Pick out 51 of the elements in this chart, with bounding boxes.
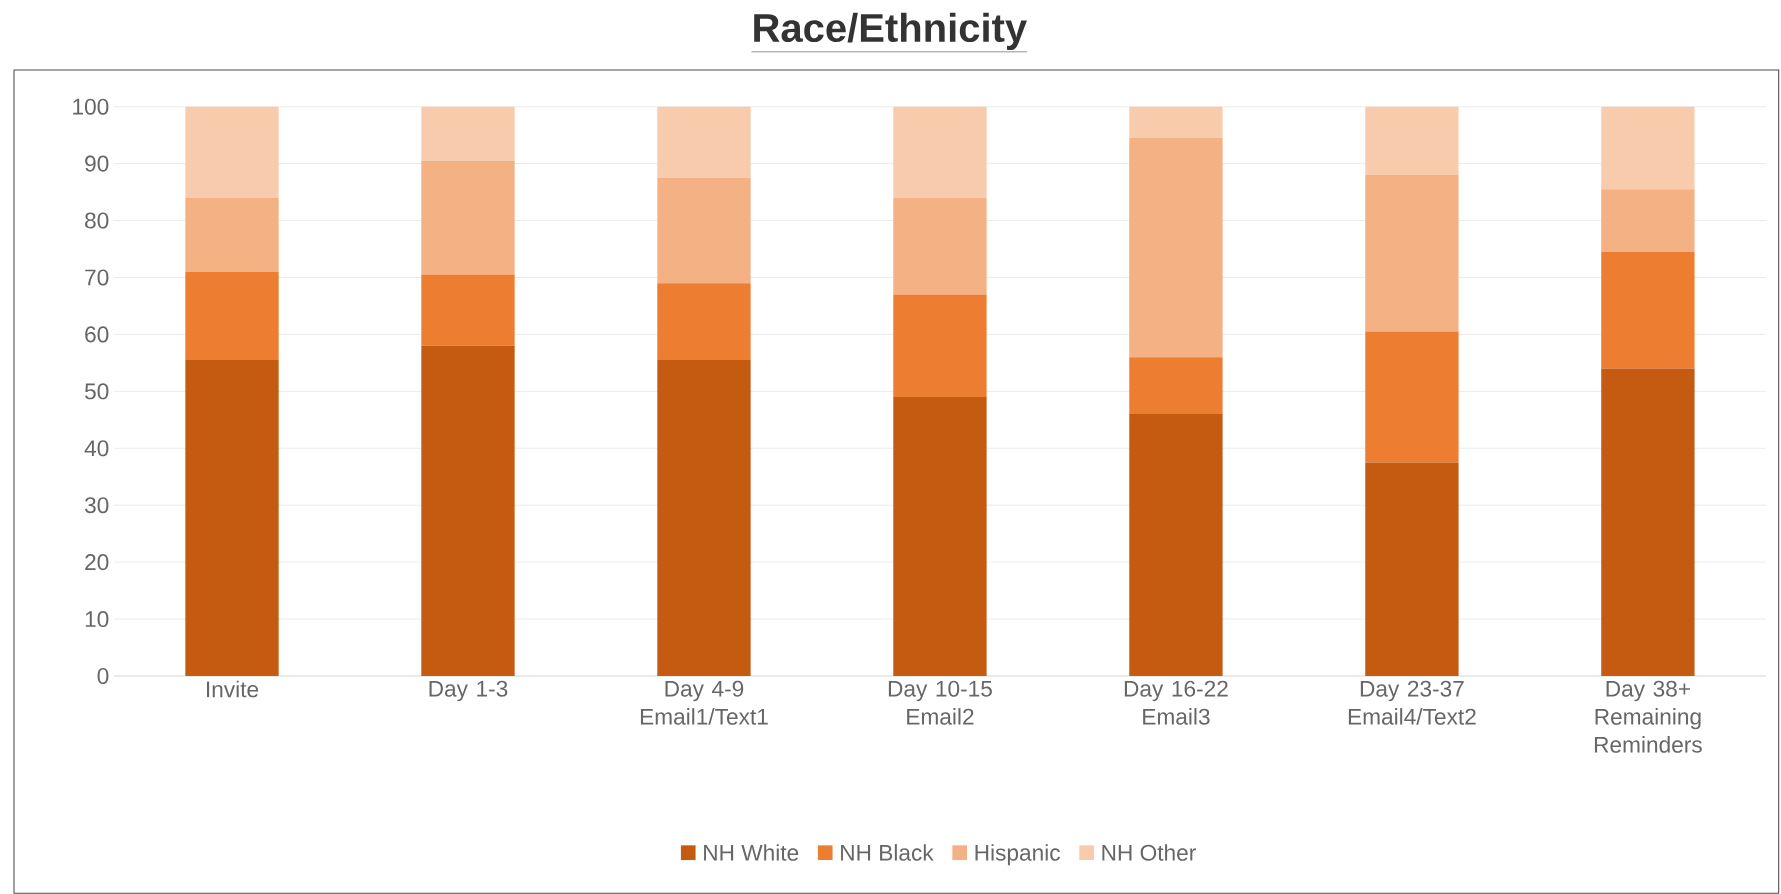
bar	[657, 177, 751, 284]
x-tick-label: Day 1-3	[429, 680, 508, 702]
bar	[893, 294, 987, 398]
x-tick-label: Day 10-15 Email2	[888, 680, 992, 725]
bar	[185, 360, 279, 676]
y-tick-label: 70	[85, 269, 109, 286]
bar	[1129, 357, 1223, 415]
legend-label: NH White	[704, 844, 799, 861]
legend-label: NH Other	[1102, 844, 1196, 861]
y-tick-label: 30	[84, 497, 109, 514]
bar	[893, 106, 987, 198]
y-tick-label: 0	[97, 667, 109, 685]
bar	[893, 197, 987, 295]
y-tick-label: 50	[84, 383, 109, 400]
bar	[657, 360, 751, 676]
y-tick-label: 100	[73, 98, 109, 115]
bar	[421, 106, 515, 161]
bar	[185, 106, 279, 198]
bar	[893, 397, 987, 676]
bar	[421, 274, 515, 346]
y-tick-label: 20	[85, 554, 109, 571]
x-tick-label: Day 4-9 Email1/Text1	[640, 680, 768, 725]
bar	[1129, 106, 1223, 138]
y-tick-label: 10	[85, 611, 109, 628]
bar	[1601, 251, 1695, 369]
bar	[1601, 368, 1695, 676]
y-tick-label: 40	[84, 440, 109, 457]
x-tick-label: Day 16-22 Email3	[1124, 680, 1228, 725]
chart-title: Race/Ethnicity	[754, 12, 1027, 50]
bar	[421, 345, 515, 676]
x-tick-label: Day 38+ Remaining Reminders	[1594, 680, 1702, 753]
bar	[1365, 174, 1459, 332]
x-tick-label: Invite	[207, 680, 259, 698]
bar	[1601, 106, 1695, 190]
y-tick-label: 60	[85, 326, 109, 343]
y-tick-label: 80	[85, 212, 109, 229]
bar	[185, 197, 279, 272]
bar	[1129, 414, 1223, 676]
bar	[1365, 462, 1459, 676]
legend-label: Hispanic	[975, 844, 1060, 866]
bar	[1601, 189, 1695, 252]
y-tick-label: 90	[85, 155, 109, 172]
legend-label: NH Black	[841, 844, 934, 861]
x-tick-label: Day 23-37 Email4/Text2	[1348, 680, 1476, 725]
bar	[657, 106, 751, 178]
bar	[1365, 106, 1459, 175]
bar	[185, 271, 279, 361]
bar	[421, 160, 515, 275]
bar	[657, 283, 751, 361]
bar	[1365, 331, 1459, 463]
bar	[1129, 137, 1223, 358]
